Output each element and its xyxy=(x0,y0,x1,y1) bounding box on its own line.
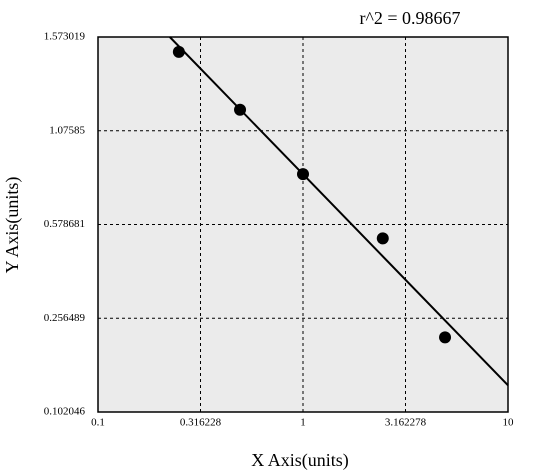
fit-line xyxy=(169,36,509,387)
y-tick-label: 0.578681 xyxy=(44,218,85,230)
data-point xyxy=(376,232,389,245)
x-tick-label: 0.1 xyxy=(91,417,105,429)
y-axis-label: Y Axis(units) xyxy=(2,177,23,274)
y-tick-label: 1.07585 xyxy=(49,124,85,136)
x-tick-label: 1 xyxy=(300,417,306,429)
y-tick-label: 0.256489 xyxy=(44,312,86,324)
x-tick-label: 3.162278 xyxy=(385,417,427,429)
data-point xyxy=(234,103,247,116)
data-point xyxy=(297,168,309,181)
x-axis-label: X Axis(units) xyxy=(251,450,349,471)
data-point xyxy=(172,45,185,58)
y-tick-label: 1.573019 xyxy=(44,31,86,43)
y-tick-label: 0.102046 xyxy=(44,406,86,418)
annotation: r^2 = 0.98667 xyxy=(359,8,460,28)
x-tick-label: 10 xyxy=(503,417,515,429)
x-tick-label: 0.316228 xyxy=(180,417,222,429)
data-point xyxy=(439,331,452,344)
